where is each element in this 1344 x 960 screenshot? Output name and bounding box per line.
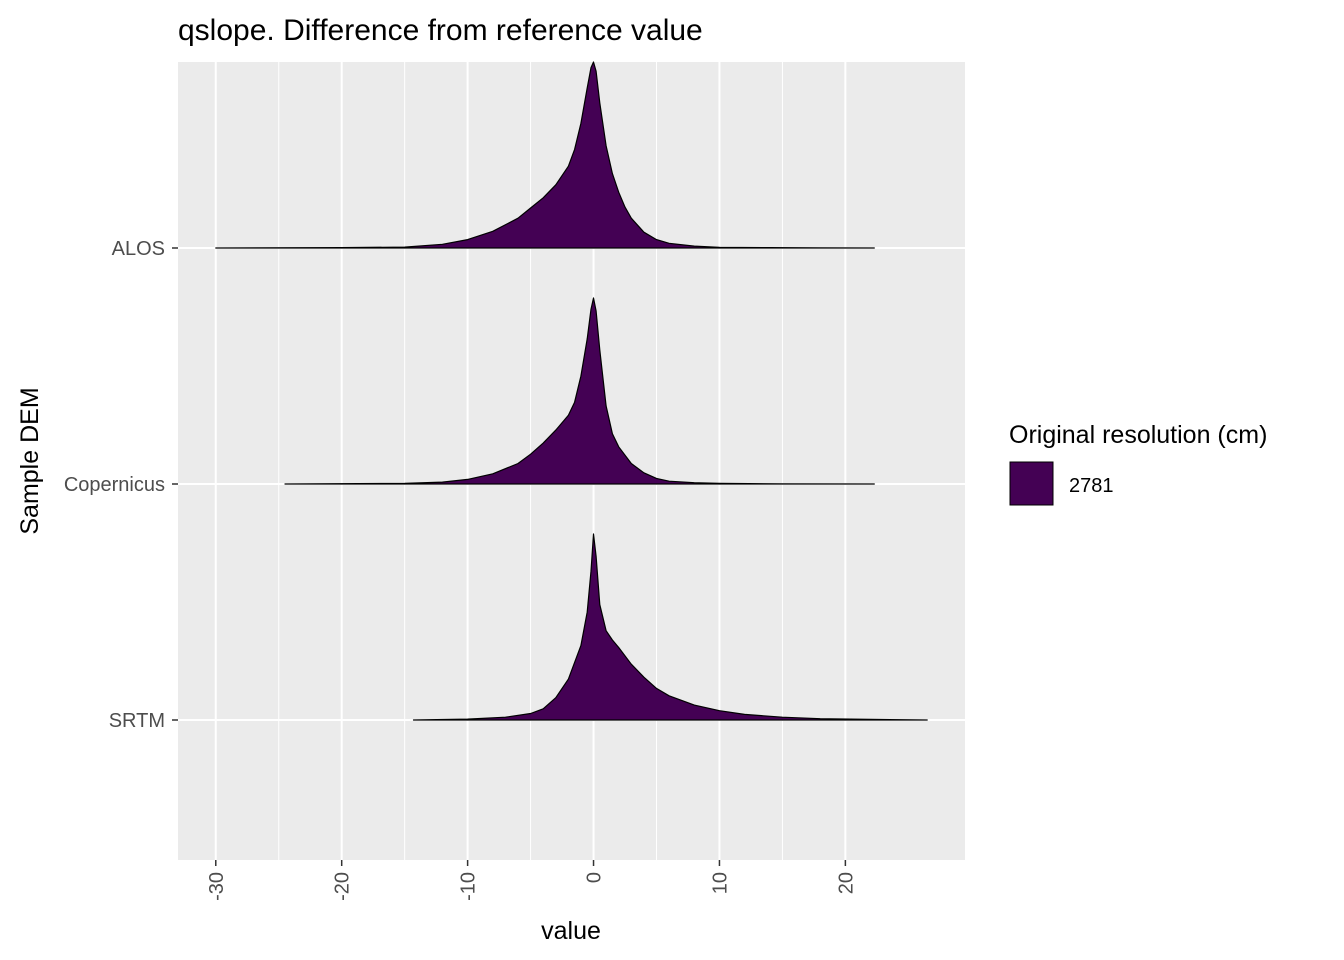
density-ridge-srtm xyxy=(412,533,928,721)
legend-title: Original resolution (cm) xyxy=(1009,421,1267,449)
density-ridge-copernicus xyxy=(284,297,875,485)
legend-swatch xyxy=(1009,461,1054,506)
x-tick-label: 0 xyxy=(584,872,606,883)
legend: Original resolution (cm) 2781 xyxy=(1009,421,1267,506)
y-tick-label: ALOS xyxy=(112,238,165,260)
density-ridge-alos xyxy=(215,61,875,249)
chart-title: qslope. Difference from reference value xyxy=(178,14,703,47)
x-tick-label: 20 xyxy=(835,872,857,894)
x-tick-label: -30 xyxy=(206,872,228,901)
y-tick-label: SRTM xyxy=(109,710,165,732)
legend-label: 2781 xyxy=(1069,475,1114,497)
y-axis-title: Sample DEM xyxy=(16,387,44,534)
x-tick-label: -10 xyxy=(458,872,480,901)
x-tick-label: 10 xyxy=(709,872,731,894)
x-axis-title: value xyxy=(541,917,601,945)
x-tick-label: -20 xyxy=(332,872,354,901)
y-axis: ALOS Copernicus SRTM xyxy=(64,238,178,732)
x-axis: -30 -20 -10 0 10 20 xyxy=(206,860,857,901)
density-ridges xyxy=(215,61,928,721)
y-tick-label: Copernicus xyxy=(64,474,165,496)
